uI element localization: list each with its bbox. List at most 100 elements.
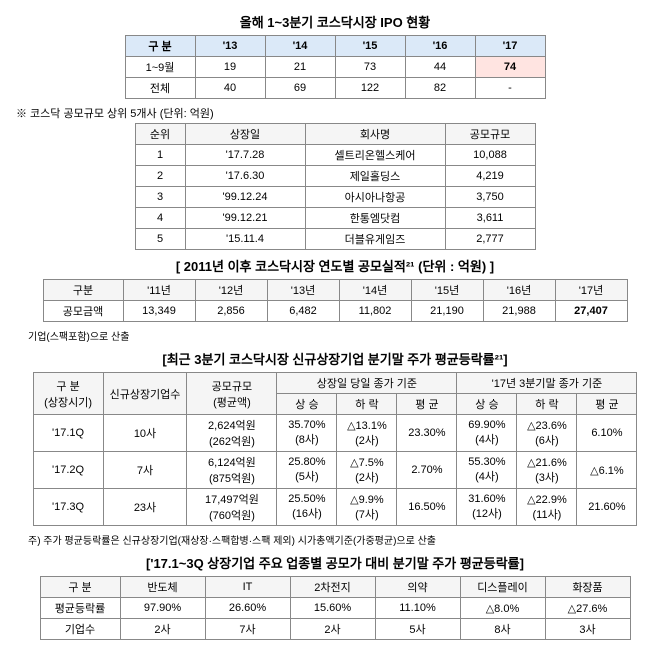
cell: △27.6% (545, 598, 630, 619)
cell: 3,750 (445, 187, 535, 208)
table3: 구분'11년'12년'13년'14년'15년'16년'17년공모금액13,349… (43, 279, 628, 322)
col-header: 구 분 (40, 577, 120, 598)
cell: 한통엠닷컴 (305, 208, 445, 229)
cell: 2사 (290, 619, 375, 640)
cell: 16.50% (397, 489, 457, 526)
col-header: '17년 (555, 280, 627, 301)
cell: 제일홀딩스 (305, 166, 445, 187)
col-header: 신규상장기업수 (103, 373, 187, 415)
col-header: '12년 (195, 280, 267, 301)
table3-title: [ 2011년 이후 코스닥시장 연도별 공모실적²¹ (단위 : 억원) ] (8, 256, 662, 275)
cell: △23.6%(6사) (517, 415, 577, 452)
table4-title: [최근 3분기 코스닥시장 신규상장기업 분기말 주가 평균등락률²¹] (8, 349, 662, 368)
cell: 26.60% (205, 598, 290, 619)
col-header: '17년 3분기말 종가 기준 (457, 373, 637, 394)
cell: 40 (195, 78, 265, 99)
cell: '99.12.21 (185, 208, 305, 229)
col-header: 평 균 (397, 394, 457, 415)
cell: 10사 (103, 415, 187, 452)
col-header: 의약 (375, 577, 460, 598)
cell: '17.1Q (33, 415, 103, 452)
col-header: 평 균 (577, 394, 637, 415)
cell: 2,856 (195, 301, 267, 322)
col-header: '13년 (267, 280, 339, 301)
cell: 1 (135, 145, 185, 166)
col-header: 공모규모(평균액) (187, 373, 277, 415)
cell: 3사 (545, 619, 630, 640)
cell: 5 (135, 229, 185, 250)
cell: 2,624억원(262억원) (187, 415, 277, 452)
cell: 69 (265, 78, 335, 99)
col-header: 디스플레이 (460, 577, 545, 598)
cell: 8사 (460, 619, 545, 640)
cell: 11,802 (339, 301, 411, 322)
cell: 3 (135, 187, 185, 208)
cell: '17.3Q (33, 489, 103, 526)
col-header: 구분 (43, 280, 123, 301)
cell: 17,497억원(760억원) (187, 489, 277, 526)
col-header: 순위 (135, 124, 185, 145)
cell: △9.9%(7사) (337, 489, 397, 526)
cell: 31.60%(12사) (457, 489, 517, 526)
col-header: 2차전지 (290, 577, 375, 598)
cell: △21.6%(3사) (517, 452, 577, 489)
col-header: 공모규모 (445, 124, 535, 145)
col-header: 반도체 (120, 577, 205, 598)
cell: 21,988 (483, 301, 555, 322)
cell: 2.70% (397, 452, 457, 489)
col-header: '14년 (339, 280, 411, 301)
cell: 15.60% (290, 598, 375, 619)
cell: 2,777 (445, 229, 535, 250)
cell: 55.30%(4사) (457, 452, 517, 489)
cell: 25.50%(16사) (277, 489, 337, 526)
col-header: 구 분 (125, 36, 195, 57)
cell: 더블유게임즈 (305, 229, 445, 250)
col-header: 하 락 (517, 394, 577, 415)
cell: 7사 (103, 452, 187, 489)
table2-sub: ※ 코스닥 공모규모 상위 5개사 (단위: 억원) (16, 105, 662, 121)
table5-title: ['17.1~3Q 상장기업 주요 업종별 공모가 대비 분기말 주가 평균등락… (8, 553, 662, 572)
cell: 21 (265, 57, 335, 78)
cell: 2사 (120, 619, 205, 640)
cell: 아시아나항공 (305, 187, 445, 208)
col-header: 화장품 (545, 577, 630, 598)
cell: △7.5%(2사) (337, 452, 397, 489)
cell: '17.7.28 (185, 145, 305, 166)
col-header: '16년 (483, 280, 555, 301)
col-header: '17 (475, 36, 545, 57)
table5: 구 분반도체IT2차전지의약디스플레이화장품평균등락률97.90%26.60%1… (40, 576, 631, 640)
cell: 35.70%(8사) (277, 415, 337, 452)
col-header: IT (205, 577, 290, 598)
cell: 69.90%(4사) (457, 415, 517, 452)
col-header: 구 분(상장시기) (33, 373, 103, 415)
cell: 2 (135, 166, 185, 187)
col-header: '11년 (123, 280, 195, 301)
cell: 평균등락률 (40, 598, 120, 619)
cell: 3,611 (445, 208, 535, 229)
cell: 27,407 (555, 301, 627, 322)
col-header: 하 락 (337, 394, 397, 415)
col-header: '13 (195, 36, 265, 57)
cell: 6,124억원(875억원) (187, 452, 277, 489)
cell: 6,482 (267, 301, 339, 322)
cell: - (475, 78, 545, 99)
cell: '15.11.4 (185, 229, 305, 250)
cell: 21.60% (577, 489, 637, 526)
table1: 구 분'13'14'15'16'171~9월1921734474전체406912… (125, 35, 546, 99)
col-header: 상장일 (185, 124, 305, 145)
cell: 6.10% (577, 415, 637, 452)
cell: 19 (195, 57, 265, 78)
cell: '17.6.30 (185, 166, 305, 187)
col-header: '15년 (411, 280, 483, 301)
table2: 순위상장일회사명공모규모1'17.7.28셀트리온헬스케어10,0882'17.… (135, 123, 536, 250)
cell: 13,349 (123, 301, 195, 322)
cell: 23.30% (397, 415, 457, 452)
col-header: '16 (405, 36, 475, 57)
table4-note: 주) 주가 평균등락률은 신규상장기업(재상장·스팩합병·스팩 제외) 시가총액… (28, 532, 662, 547)
cell: 73 (335, 57, 405, 78)
cell: 122 (335, 78, 405, 99)
cell: 셀트리온헬스케어 (305, 145, 445, 166)
cell: 4 (135, 208, 185, 229)
cell: 25.80%(5사) (277, 452, 337, 489)
cell: 전체 (125, 78, 195, 99)
